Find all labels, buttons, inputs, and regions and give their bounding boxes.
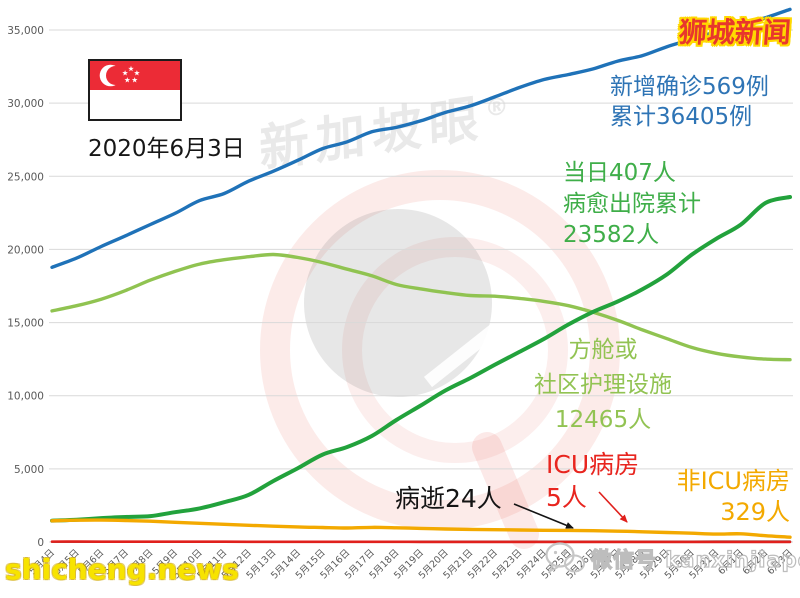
y-axis-tick-label: 20,000 <box>7 244 44 256</box>
annotation-line: 新增确诊569例 <box>610 74 769 100</box>
y-axis-tick-label: 25,000 <box>7 171 44 183</box>
annotation-line: 非ICU病房 <box>676 467 790 495</box>
annotation-line: 当日407人 <box>563 160 676 186</box>
watermark-ring-outer <box>260 170 620 530</box>
non_icu-line <box>50 518 792 539</box>
y-axis-tick-label: 30,000 <box>7 98 44 110</box>
watermark-tail <box>472 432 539 549</box>
annotation-line: 病愈出院累计 <box>563 191 701 217</box>
annotation-non-icu: 非ICU病房 329人 <box>646 466 790 528</box>
y-axis-tick-label: 35,000 <box>7 25 44 37</box>
wechat-id-text: 微信号 kanxinjiapo <box>590 547 800 572</box>
annotation-line: 329人 <box>720 498 790 526</box>
annotation-line: 方舱或 <box>568 337 638 363</box>
annotation-community-facilities: 方舱或 社区护理设施 12465人 <box>516 333 690 438</box>
watermark-ring-inner <box>342 237 568 463</box>
wechat-watermark: 微信号 kanxinjiapo <box>543 540 800 578</box>
date-label: 2020年6月3日 <box>88 136 245 162</box>
annotation-line: 病逝24人 <box>395 484 502 513</box>
singapore-flag-image <box>90 61 180 119</box>
deaths-arrow <box>513 503 574 529</box>
annotation-recovered: 当日407人 病愈出院累计 23582人 <box>563 158 701 251</box>
y-axis-tick-label: 0 <box>37 537 44 549</box>
watermark-eyeball <box>304 209 492 397</box>
brand-logo-text: 狮城新闻 <box>677 16 793 49</box>
wechat-icon <box>545 542 585 574</box>
annotation-line: 12465人 <box>554 407 652 433</box>
icu-arrow <box>598 491 628 523</box>
annotation-deaths: 病逝24人 <box>395 479 502 515</box>
watermark-stripe <box>445 335 530 407</box>
y-axis-tick-label: 15,000 <box>7 318 44 330</box>
annotation-icu: ICU病房 5人 <box>546 448 639 514</box>
annotation-line: 23582人 <box>563 222 660 248</box>
annotation-line: 社区护理设施 <box>534 372 672 398</box>
community-line <box>50 252 792 362</box>
annotation-line: 5人 <box>546 483 587 512</box>
y-axis-tick-label: 5,000 <box>14 464 44 476</box>
annotation-line: ICU病房 <box>546 450 640 479</box>
recovered-line <box>50 195 792 523</box>
annotation-line: 累计36405例 <box>610 104 753 130</box>
annotation-confirmed: 新增确诊569例 累计36405例 <box>610 72 769 132</box>
confirmed-line <box>50 7 792 270</box>
site-url-watermark: shicheng.news <box>5 553 239 586</box>
y-axis-tick-label: 10,000 <box>7 391 44 403</box>
watermark-stripe <box>423 315 510 388</box>
singapore-flag <box>88 59 182 121</box>
